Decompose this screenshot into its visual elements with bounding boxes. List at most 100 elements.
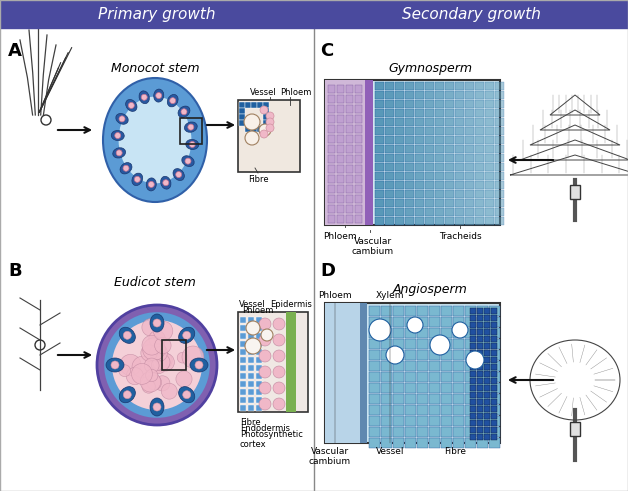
Bar — [425, 109, 434, 117]
Text: Fibre: Fibre — [247, 175, 268, 184]
Bar — [369, 306, 380, 316]
Circle shape — [128, 103, 134, 109]
Bar — [239, 102, 245, 108]
Circle shape — [131, 363, 153, 384]
Bar — [415, 100, 424, 108]
Bar — [477, 329, 483, 335]
Bar — [485, 163, 494, 171]
Circle shape — [149, 355, 167, 374]
Bar — [405, 317, 416, 327]
Bar — [375, 136, 384, 144]
Bar — [381, 306, 392, 316]
Bar — [475, 118, 484, 126]
Bar — [415, 172, 424, 180]
Bar — [429, 317, 440, 327]
Bar — [477, 399, 483, 405]
Bar — [491, 329, 497, 335]
Bar — [495, 199, 504, 207]
Bar — [385, 217, 394, 225]
Bar — [385, 199, 394, 207]
Bar — [393, 339, 404, 349]
Bar — [375, 217, 384, 225]
Bar — [248, 333, 254, 339]
Text: Phloem: Phloem — [242, 306, 274, 315]
Bar — [455, 163, 464, 171]
Bar — [465, 405, 476, 415]
Bar — [465, 394, 476, 404]
Bar — [405, 181, 414, 189]
Circle shape — [97, 305, 217, 425]
Circle shape — [149, 330, 165, 347]
Bar — [240, 357, 246, 363]
Bar — [337, 195, 344, 203]
Bar — [470, 406, 476, 412]
Circle shape — [148, 360, 162, 374]
Bar — [239, 108, 245, 114]
Bar — [417, 427, 428, 437]
Bar — [393, 317, 404, 327]
Bar — [405, 127, 414, 135]
Bar — [405, 217, 414, 225]
Bar — [485, 109, 494, 117]
Bar — [415, 163, 424, 171]
Circle shape — [156, 93, 162, 99]
Bar — [465, 181, 474, 189]
Bar — [477, 392, 483, 398]
Bar — [491, 322, 497, 328]
Bar — [240, 373, 246, 379]
Bar — [484, 308, 490, 314]
Ellipse shape — [178, 386, 195, 403]
Bar — [162, 340, 186, 370]
Bar — [385, 163, 394, 171]
Bar — [455, 172, 464, 180]
Ellipse shape — [150, 314, 164, 332]
Circle shape — [244, 114, 260, 130]
Bar — [489, 372, 500, 382]
Bar — [355, 205, 362, 213]
Bar — [491, 336, 497, 342]
Circle shape — [156, 353, 172, 369]
Circle shape — [245, 338, 261, 354]
Bar — [465, 361, 476, 371]
Bar — [495, 208, 504, 216]
Text: Phloem: Phloem — [318, 291, 352, 300]
Circle shape — [260, 106, 268, 114]
Bar — [328, 95, 335, 103]
Bar — [484, 329, 490, 335]
Bar — [477, 371, 483, 377]
Bar — [435, 91, 444, 99]
Bar — [495, 172, 504, 180]
Bar — [395, 172, 404, 180]
Ellipse shape — [173, 168, 185, 181]
Bar — [475, 172, 484, 180]
Bar — [475, 217, 484, 225]
Bar — [477, 336, 483, 342]
Bar — [393, 416, 404, 426]
Bar — [485, 100, 494, 108]
Circle shape — [147, 375, 161, 390]
Bar — [381, 405, 392, 415]
Text: Eudicot stem: Eudicot stem — [114, 276, 196, 290]
Bar — [495, 91, 504, 99]
Bar — [435, 172, 444, 180]
Bar — [429, 361, 440, 371]
Bar — [425, 172, 434, 180]
Circle shape — [259, 382, 271, 394]
Circle shape — [183, 331, 191, 339]
Circle shape — [177, 352, 188, 363]
Bar — [405, 82, 414, 90]
Bar — [477, 405, 488, 415]
Bar — [337, 155, 344, 163]
Bar — [381, 438, 392, 448]
Circle shape — [154, 376, 170, 391]
Bar — [405, 394, 416, 404]
Bar — [346, 135, 353, 143]
Bar — [263, 114, 269, 120]
Circle shape — [116, 150, 122, 156]
Bar — [435, 82, 444, 90]
Circle shape — [144, 358, 159, 373]
Bar — [485, 190, 494, 198]
Bar — [477, 420, 483, 426]
Bar — [240, 365, 246, 371]
Bar — [445, 82, 454, 90]
